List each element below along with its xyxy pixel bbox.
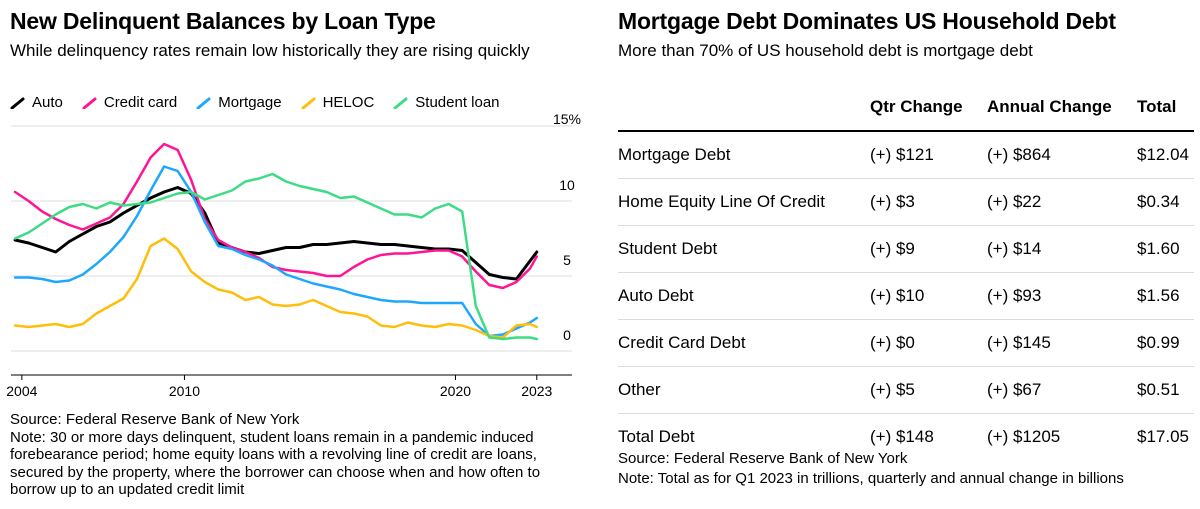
- legend-item-credit-card: Credit card: [82, 94, 177, 111]
- table-row: Auto Debt (+) $10 (+) $93 $1.56: [618, 272, 1194, 320]
- table-row: Total Debt (+) $148 (+) $1205 $17.05: [618, 414, 1194, 461]
- x-tick-label: 2010: [169, 383, 200, 399]
- row-label: Mortgage Debt: [618, 131, 870, 179]
- table-footnote: Source: Federal Reserve Bank of New York…: [618, 449, 1124, 489]
- row-qtr-change: (+) $3: [870, 178, 987, 226]
- row-label: Other: [618, 366, 870, 414]
- table-row: Student Debt (+) $9 (+) $14 $1.60: [618, 225, 1194, 273]
- table-row: Home Equity Line Of Credit (+) $3 (+) $2…: [618, 178, 1194, 226]
- row-label: Home Equity Line Of Credit: [618, 178, 870, 226]
- row-total: $0.99: [1137, 319, 1194, 367]
- table-row: Mortgage Debt (+) $121 (+) $864 $12.04: [618, 131, 1194, 179]
- series-line-mortgage: [13, 165, 539, 338]
- legend-label: Auto: [32, 94, 63, 111]
- table-title: Mortgage Debt Dominates US Household Deb…: [618, 8, 1116, 34]
- row-annual-change: (+) $145: [987, 319, 1137, 367]
- row-label: Auto Debt: [618, 272, 870, 320]
- legend-label: Student loan: [415, 94, 500, 111]
- x-tick-label: 2020: [440, 383, 471, 399]
- y-tick-label: 10: [559, 177, 575, 193]
- household-debt-table: Qtr Change Annual Change Total Mortgage …: [618, 84, 1194, 460]
- legend-label: Mortgage: [218, 94, 282, 111]
- header-qtr-change: Qtr Change: [870, 84, 987, 132]
- row-label: Student Debt: [618, 225, 870, 273]
- row-total: $12.04: [1137, 131, 1194, 179]
- chart-note: Note: 30 or more days delinquent, studen…: [10, 428, 541, 499]
- row-qtr-change: (+) $148: [870, 427, 934, 446]
- row-qtr-change: (+) $0: [870, 319, 987, 367]
- line-chart: 0 5 10 15% 2004 2010 2020 2023: [6, 112, 581, 399]
- row-qtr-change: (+) $5: [870, 366, 987, 414]
- legend-item-auto: Auto: [10, 94, 63, 111]
- table-row: Other (+) $5 (+) $67 $0.51: [618, 366, 1194, 414]
- row-annual-change: (+) $67: [987, 366, 1137, 414]
- legend-swatch-icon: [393, 97, 408, 109]
- header-annual-change: Annual Change: [987, 84, 1137, 132]
- x-tick-label: 2004: [6, 383, 37, 399]
- right-table-panel: Mortgage Debt Dominates US Household Deb…: [606, 0, 1200, 509]
- row-qtr-change: (+) $9: [870, 225, 987, 273]
- table-source: Source: Federal Reserve Bank of New York: [618, 450, 908, 467]
- series-line-auto: [13, 186, 539, 281]
- row-annual-change: (+) $14: [987, 225, 1137, 273]
- series-line-student-loan: [13, 172, 539, 341]
- row-total: $1.56: [1137, 272, 1194, 320]
- header-total: Total: [1137, 84, 1194, 132]
- y-tick-label: 0: [563, 327, 571, 343]
- table-note: Note: Total as for Q1 2023 in trillions,…: [618, 470, 1124, 487]
- row-total: $0.51: [1137, 366, 1194, 414]
- chart-footnote: Source: Federal Reserve Bank of New York…: [10, 411, 585, 499]
- row-total: $1.60: [1137, 225, 1194, 273]
- legend-item-mortgage: Mortgage: [196, 94, 282, 111]
- table-subtitle: More than 70% of US household debt is mo…: [618, 41, 1033, 60]
- x-tick-label: 2023: [521, 383, 552, 399]
- header-category: [618, 84, 870, 132]
- row-annual-change: (+) $1205: [987, 427, 1061, 446]
- row-annual-change: (+) $93: [987, 272, 1137, 320]
- legend-item-heloc: HELOC: [301, 94, 375, 111]
- legend-item-student-loan: Student loan: [393, 94, 500, 111]
- legend-label: HELOC: [322, 94, 375, 111]
- row-qtr-change: (+) $10: [870, 272, 987, 320]
- chart-legend: Auto Credit card Mortgage HELOC Student loan: [10, 94, 519, 111]
- table-row: Credit Card Debt (+) $0 (+) $145 $0.99: [618, 319, 1194, 367]
- chart-subtitle: While delinquency rates remain low histo…: [10, 41, 530, 60]
- row-label: Credit Card Debt: [618, 319, 870, 367]
- chart-title: New Delinquent Balances by Loan Type: [10, 8, 436, 34]
- legend-swatch-icon: [82, 97, 97, 109]
- row-annual-change: (+) $864: [987, 131, 1137, 179]
- row-total: $0.34: [1137, 178, 1194, 226]
- left-chart-panel: New Delinquent Balances by Loan Type Whi…: [0, 0, 590, 509]
- legend-label: Credit card: [103, 94, 178, 111]
- chart-source: Source: Federal Reserve Bank of New York: [10, 411, 300, 428]
- legend-swatch-icon: [196, 97, 211, 109]
- legend-swatch-icon: [301, 97, 316, 109]
- y-tick-label: 5: [563, 252, 571, 268]
- row-total: $17.05: [1137, 427, 1189, 446]
- table-header-row: Qtr Change Annual Change Total: [618, 84, 1194, 132]
- row-qtr-change: (+) $121: [870, 131, 987, 179]
- series-line-credit-card: [13, 142, 539, 290]
- y-tick-label: 15%: [553, 112, 581, 127]
- row-annual-change: (+) $22: [987, 178, 1137, 226]
- legend-swatch-icon: [10, 97, 25, 109]
- series-line-heloc: [13, 237, 539, 339]
- row-label: Total Debt: [618, 427, 695, 446]
